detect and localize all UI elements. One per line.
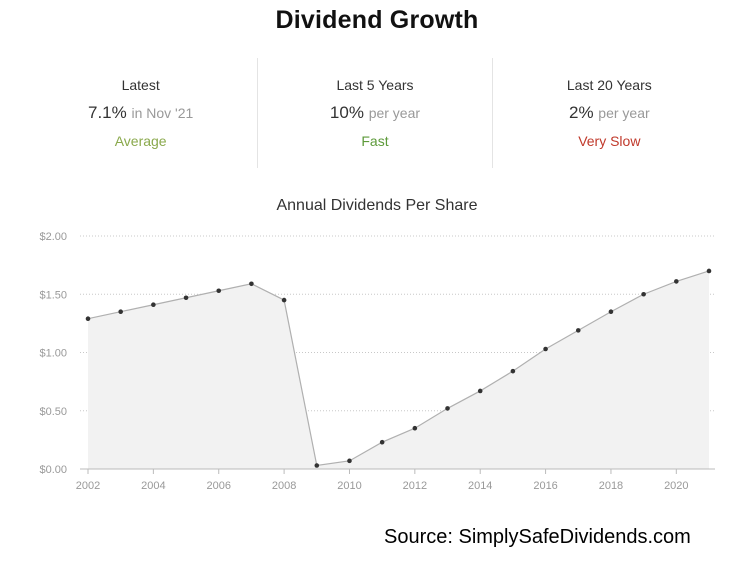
stats-panel: Latest 7.1% in Nov '21 Average Last 5 Ye… (24, 58, 726, 168)
area-fill (88, 270, 709, 469)
chart-title: Annual Dividends Per Share (276, 197, 478, 214)
stat-5-years-sub: per year (368, 105, 421, 121)
stat-5-years: Last 5 Years 10% per year Fast (257, 58, 491, 168)
x-tick-label: 2018 (599, 480, 623, 492)
stat-5-years-value-row: 10% per year (258, 103, 491, 123)
x-tick-label: 2002 (76, 480, 100, 492)
data-point (412, 425, 418, 431)
data-point (641, 291, 646, 297)
data-point (477, 388, 483, 394)
stat-20-years: Last 20 Years 2% per year Very Slow (491, 58, 726, 168)
stat-5-years-label: Last 5 Years (336, 77, 414, 93)
data-point (281, 297, 287, 303)
data-point (379, 439, 385, 445)
x-tick-label: 2014 (468, 480, 492, 492)
data-point (445, 406, 450, 411)
stat-latest-value: 7.1% (88, 103, 127, 122)
stat-5-years-rating: Fast (361, 133, 389, 149)
series-line (87, 270, 710, 467)
stat-20-years-label: Last 20 Years (566, 77, 652, 93)
stat-latest-value-row: 7.1% in Nov '21 (24, 103, 257, 123)
stat-5-years-value: 10% (329, 103, 364, 122)
data-point (510, 368, 516, 374)
stat-20-years-sub: per year (598, 105, 650, 121)
data-point (151, 302, 156, 308)
y-tick-label: $2.00 (39, 231, 67, 243)
source-caption: Source: SimplySafeDividends.com (384, 526, 691, 548)
data-point (183, 295, 189, 301)
data-point (85, 316, 91, 322)
data-point (706, 268, 712, 274)
data-point (249, 281, 254, 287)
x-tick-label: 2004 (141, 480, 165, 492)
data-point (543, 346, 548, 352)
y-tick-label: $0.50 (39, 406, 67, 418)
x-tick-label: 2010 (337, 480, 361, 492)
data-point (608, 309, 614, 315)
stat-20-years-value-row: 2% per year (493, 103, 726, 123)
data-point (118, 309, 123, 315)
stat-20-years-value: 2% (568, 103, 594, 122)
data-point (347, 458, 352, 464)
y-tick-label: $1.50 (39, 289, 67, 301)
stat-latest-rating: Average (114, 133, 167, 149)
data-point (575, 328, 581, 333)
stat-latest-sub: in Nov '21 (131, 105, 194, 121)
x-tick-label: 2020 (664, 480, 688, 492)
stat-20-years-rating: Very Slow (578, 133, 641, 149)
y-tick-label: $0.00 (39, 464, 67, 476)
stat-latest-label: Latest (121, 77, 160, 93)
x-tick-label: 2012 (403, 480, 427, 492)
data-point (216, 288, 222, 294)
x-tick-label: 2008 (272, 480, 296, 492)
data-point (314, 463, 320, 468)
stat-latest: Latest 7.1% in Nov '21 Average (24, 58, 257, 168)
data-point (674, 279, 679, 284)
x-tick-label: 2006 (206, 480, 230, 492)
y-tick-label: $1.00 (39, 348, 67, 360)
page-title: Dividend Growth (275, 6, 479, 34)
x-tick-label: 2016 (533, 480, 557, 492)
